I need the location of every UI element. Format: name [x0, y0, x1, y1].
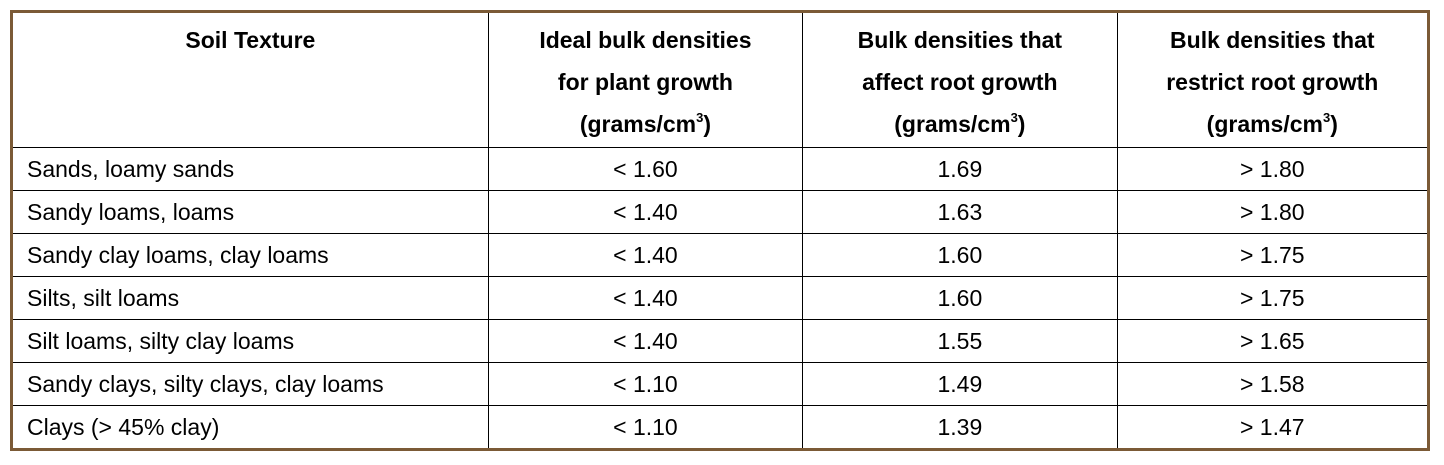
- header-line: restrict root growth: [1166, 69, 1379, 95]
- unit-exponent: 3: [696, 110, 704, 125]
- density-cell: 1.49: [802, 362, 1118, 406]
- density-cell: > 1.58: [1116, 362, 1430, 406]
- density-cell: > 1.47: [1116, 405, 1430, 450]
- header-line: Ideal bulk densities: [539, 27, 752, 53]
- table-body: Sands, loamy sands < 1.60 1.69 > 1.80 Sandy …: [11, 147, 1430, 450]
- soil-table: Soil Texture Ideal bulk densities for plan…: [10, 10, 1430, 451]
- density-cell: < 1.60: [487, 147, 804, 191]
- header-unit: (grams/cm3): [493, 103, 798, 145]
- density-cell: < 1.40: [487, 276, 804, 320]
- table-row: Silt loams, silty clay loams < 1.40 1.55 > …: [11, 319, 1430, 363]
- unit-exponent: 3: [1322, 110, 1331, 125]
- density-cell: < 1.10: [487, 405, 804, 450]
- soil-texture-cell: Sands, loamy sands: [11, 147, 489, 191]
- table-row: Sandy clays, silty clays, clay loams < 1.…: [11, 362, 1430, 406]
- header-line: Bulk densities that: [1170, 27, 1375, 53]
- soil-texture-cell: Silts, silt loams: [11, 276, 489, 320]
- unit-close: ): [1017, 111, 1026, 137]
- unit-text: (grams/cm: [1206, 111, 1323, 137]
- header-cell: Bulk densities that restrict root growth (…: [1116, 11, 1430, 148]
- header-cell: Ideal bulk densities for plant growth (gra…: [487, 11, 804, 148]
- density-cell: < 1.40: [487, 319, 804, 363]
- header-line: Soil Texture: [185, 27, 316, 53]
- table-row: Sandy loams, loams < 1.40 1.63 > 1.80: [11, 190, 1430, 234]
- density-cell: 1.55: [802, 319, 1118, 363]
- density-cell: > 1.80: [1116, 147, 1430, 191]
- unit-exponent: 3: [1010, 110, 1018, 125]
- header-line: affect root growth: [862, 69, 1058, 95]
- table-row: Sandy clay loams, clay loams < 1.40 1.60 > …: [11, 233, 1430, 277]
- unit-text: (grams/cm: [579, 111, 697, 137]
- density-cell: > 1.80: [1116, 190, 1430, 234]
- header-line: for plant growth: [557, 69, 733, 95]
- header-cell: Soil Texture: [11, 11, 489, 148]
- soil-texture-cell: Sandy clay loams, clay loams: [11, 233, 489, 277]
- density-cell: > 1.75: [1116, 233, 1430, 277]
- soil-texture-cell: Sandy loams, loams: [11, 190, 489, 234]
- density-cell: < 1.40: [487, 233, 804, 277]
- density-cell: > 1.75: [1116, 276, 1430, 320]
- density-cell: 1.39: [802, 405, 1118, 450]
- table-row: Clays (> 45% clay) < 1.10 1.39 > 1.47: [11, 405, 1430, 450]
- unit-close: ): [1330, 111, 1338, 137]
- header-unit: (grams/cm3): [1122, 103, 1423, 145]
- soil-texture-cell: Silt loams, silty clay loams: [11, 319, 489, 363]
- density-cell: > 1.65: [1116, 319, 1430, 363]
- density-cell: 1.69: [802, 147, 1118, 191]
- unit-close: ): [703, 111, 712, 137]
- density-cell: 1.60: [802, 276, 1118, 320]
- header-line: Bulk densities that: [857, 27, 1063, 53]
- soil-texture-cell: Clays (> 45% clay): [11, 405, 489, 450]
- density-cell: < 1.40: [487, 190, 804, 234]
- header-row: Soil Texture Ideal bulk densities for plan…: [11, 11, 1430, 148]
- unit-text: (grams/cm: [894, 111, 1011, 137]
- density-cell: < 1.10: [487, 362, 804, 406]
- header-unit: (grams/cm3): [807, 103, 1112, 145]
- density-cell: 1.63: [802, 190, 1118, 234]
- table-row: Sands, loamy sands < 1.60 1.69 > 1.80: [11, 147, 1430, 191]
- density-cell: 1.60: [802, 233, 1118, 277]
- header-cell: Bulk densities that affect root growth (gr…: [802, 11, 1118, 148]
- soil-texture-cell: Sandy clays, silty clays, clay loams: [11, 362, 489, 406]
- table-row: Silts, silt loams < 1.40 1.60 > 1.75: [11, 276, 1430, 320]
